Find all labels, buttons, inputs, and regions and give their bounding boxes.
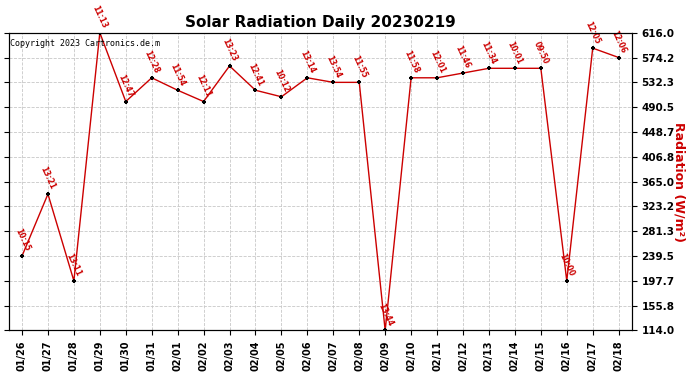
Point: [250, 87, 261, 93]
Text: 09:50: 09:50: [532, 40, 550, 65]
Text: 11:55: 11:55: [350, 54, 368, 80]
Text: 11:58: 11:58: [402, 49, 420, 75]
Point: [42, 191, 53, 197]
Text: 10:15: 10:15: [13, 228, 31, 253]
Point: [354, 80, 365, 86]
Point: [328, 80, 339, 86]
Text: 11:34: 11:34: [480, 40, 498, 65]
Point: [95, 30, 106, 36]
Point: [17, 253, 28, 259]
Point: [198, 99, 209, 105]
Point: [587, 45, 598, 51]
Text: 12:11: 12:11: [195, 73, 213, 99]
Point: [509, 65, 520, 71]
Text: 12:28: 12:28: [143, 49, 161, 75]
Point: [146, 75, 157, 81]
Text: 12:06: 12:06: [609, 29, 628, 54]
Text: 11:13: 11:13: [90, 4, 109, 30]
Point: [120, 99, 131, 105]
Point: [68, 278, 79, 284]
Point: [380, 327, 391, 333]
Text: 11:54: 11:54: [168, 62, 187, 87]
Text: 13:21: 13:21: [39, 165, 57, 191]
Point: [561, 278, 572, 284]
Title: Solar Radiation Daily 20230219: Solar Radiation Daily 20230219: [185, 15, 455, 30]
Point: [276, 94, 287, 100]
Point: [224, 63, 235, 69]
Text: 13:14: 13:14: [298, 49, 317, 75]
Text: 11:46: 11:46: [454, 44, 472, 70]
Text: 12:47: 12:47: [117, 73, 135, 99]
Text: 13:44: 13:44: [376, 302, 395, 327]
Text: 13:54: 13:54: [324, 54, 342, 80]
Text: 13:11: 13:11: [65, 252, 83, 278]
Text: 10:12: 10:12: [273, 68, 290, 94]
Text: 10:00: 10:00: [558, 252, 576, 278]
Point: [613, 54, 624, 60]
Text: 13:23: 13:23: [220, 37, 239, 63]
Text: 12:41: 12:41: [246, 62, 265, 87]
Point: [484, 65, 495, 71]
Text: 10:01: 10:01: [506, 40, 524, 65]
Text: 12:01: 12:01: [428, 49, 446, 75]
Point: [302, 75, 313, 81]
Y-axis label: Radiation (W/m²): Radiation (W/m²): [673, 122, 686, 242]
Point: [431, 75, 442, 81]
Text: Copyright 2023 Cartronics.de.m: Copyright 2023 Cartronics.de.m: [10, 39, 160, 48]
Point: [457, 70, 469, 76]
Text: 12:05: 12:05: [584, 20, 602, 45]
Point: [535, 65, 546, 71]
Point: [172, 87, 183, 93]
Point: [406, 75, 417, 81]
